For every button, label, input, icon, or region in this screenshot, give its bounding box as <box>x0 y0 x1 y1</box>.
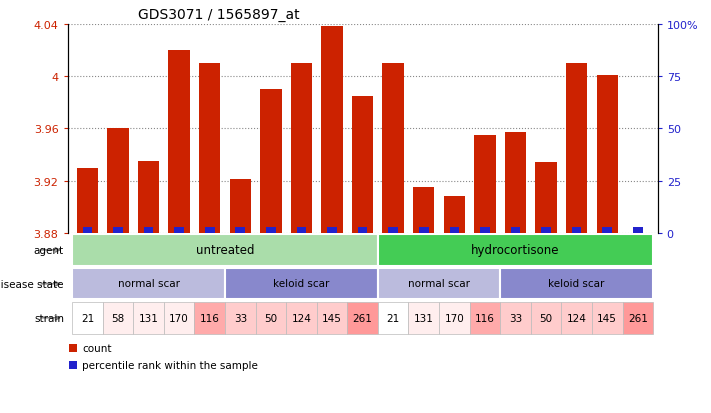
Text: 116: 116 <box>200 313 220 323</box>
Bar <box>378 235 653 266</box>
Bar <box>413 188 434 233</box>
Bar <box>449 228 459 233</box>
Bar <box>562 302 592 334</box>
Bar <box>419 228 429 233</box>
Bar <box>505 133 526 233</box>
Bar <box>70 344 77 352</box>
Bar <box>164 302 194 334</box>
Bar <box>291 64 312 233</box>
Bar <box>531 302 562 334</box>
Text: count: count <box>82 343 112 353</box>
Bar <box>566 64 587 233</box>
Bar <box>138 161 159 233</box>
Text: 21: 21 <box>81 313 94 323</box>
Bar <box>501 268 653 300</box>
Bar <box>72 235 378 266</box>
Text: percentile rank within the sample: percentile rank within the sample <box>82 360 258 370</box>
Bar <box>235 228 245 233</box>
Text: agent: agent <box>34 245 64 255</box>
Bar <box>82 228 92 233</box>
Text: 131: 131 <box>414 313 434 323</box>
Bar <box>347 302 378 334</box>
Bar <box>199 64 220 233</box>
Text: strain: strain <box>34 313 64 323</box>
Text: 145: 145 <box>597 313 617 323</box>
Bar <box>535 163 557 233</box>
Bar <box>352 97 373 233</box>
Bar <box>378 302 409 334</box>
Bar <box>205 228 215 233</box>
Bar <box>321 27 343 233</box>
Bar <box>113 228 123 233</box>
Text: 261: 261 <box>353 313 373 323</box>
Bar <box>602 228 612 233</box>
Bar <box>439 302 470 334</box>
Text: untreated: untreated <box>196 243 255 256</box>
Text: 131: 131 <box>139 313 159 323</box>
Bar <box>388 228 398 233</box>
Bar <box>77 168 98 233</box>
Bar <box>260 90 282 233</box>
Text: 50: 50 <box>264 313 277 323</box>
Text: normal scar: normal scar <box>408 278 470 288</box>
Bar <box>102 302 133 334</box>
Bar <box>480 228 490 233</box>
Bar <box>501 302 531 334</box>
Bar <box>409 302 439 334</box>
Bar <box>316 302 347 334</box>
Bar <box>592 302 623 334</box>
Text: 124: 124 <box>292 313 311 323</box>
Bar <box>174 228 184 233</box>
Bar <box>327 228 337 233</box>
Bar <box>266 228 276 233</box>
Bar <box>133 302 164 334</box>
Bar <box>255 302 286 334</box>
Bar <box>225 302 255 334</box>
Bar <box>474 135 496 233</box>
Text: 50: 50 <box>540 313 552 323</box>
Bar <box>541 228 551 233</box>
Bar <box>597 76 618 233</box>
Text: disease state: disease state <box>0 279 64 289</box>
Bar <box>286 302 316 334</box>
Text: 145: 145 <box>322 313 342 323</box>
Text: GDS3071 / 1565897_at: GDS3071 / 1565897_at <box>139 8 300 22</box>
Bar <box>510 228 520 233</box>
Bar <box>194 302 225 334</box>
Bar <box>470 302 501 334</box>
Bar <box>358 228 368 233</box>
Bar <box>72 302 102 334</box>
Text: normal scar: normal scar <box>117 278 180 288</box>
Text: 170: 170 <box>444 313 464 323</box>
Bar <box>623 302 653 334</box>
Bar <box>633 228 643 233</box>
Bar <box>70 361 77 369</box>
Bar <box>444 197 465 233</box>
Text: 170: 170 <box>169 313 189 323</box>
Text: keloid scar: keloid scar <box>548 278 605 288</box>
Bar <box>225 268 378 300</box>
Bar <box>169 51 190 233</box>
Text: 58: 58 <box>112 313 124 323</box>
Bar <box>296 228 306 233</box>
Text: 116: 116 <box>475 313 495 323</box>
Text: 21: 21 <box>387 313 400 323</box>
Bar <box>107 129 129 233</box>
Text: 124: 124 <box>567 313 587 323</box>
Bar <box>378 268 501 300</box>
Bar <box>72 268 225 300</box>
Bar <box>230 180 251 233</box>
Text: 33: 33 <box>509 313 522 323</box>
Text: 261: 261 <box>628 313 648 323</box>
Bar <box>383 64 404 233</box>
Text: keloid scar: keloid scar <box>273 278 330 288</box>
Text: hydrocortisone: hydrocortisone <box>471 243 560 256</box>
Bar <box>572 228 582 233</box>
Text: 33: 33 <box>234 313 247 323</box>
Bar <box>144 228 154 233</box>
